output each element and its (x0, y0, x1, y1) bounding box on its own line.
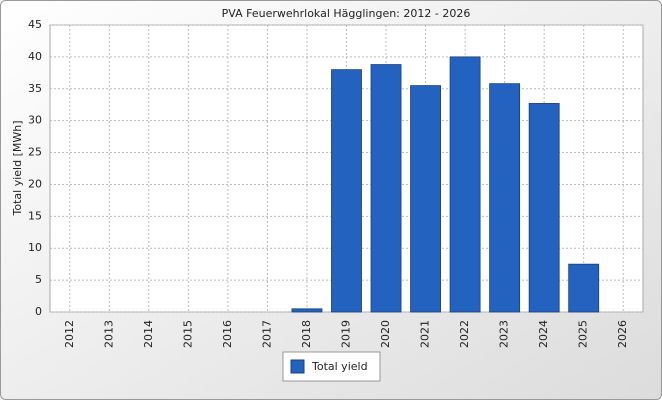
x-tick-label: 2016 (221, 320, 234, 348)
x-tick-label: 2020 (379, 320, 392, 348)
x-tick-label: 2014 (142, 320, 155, 348)
bar (568, 263, 600, 313)
y-tick-label: 10 (28, 241, 42, 254)
x-tick-label: 2019 (340, 320, 353, 348)
x-tick-label: 2013 (102, 320, 115, 348)
x-tick-label: 2017 (260, 320, 273, 348)
x-tick-label: 2015 (181, 320, 194, 348)
y-tick-label: 40 (28, 50, 42, 63)
y-tick-label: 25 (28, 146, 42, 159)
bar (331, 69, 362, 313)
y-tick-label: 45 (28, 18, 42, 31)
x-tick-label: 2026 (616, 320, 629, 348)
x-tick-label: 2018 (300, 320, 313, 348)
bar (449, 56, 481, 313)
y-tick-label: 15 (28, 209, 42, 222)
x-tick-label: 2022 (458, 320, 471, 348)
x-tick-label: 2023 (498, 320, 511, 348)
y-tick-label: 5 (35, 273, 42, 286)
legend-label: Total yield (311, 360, 368, 373)
x-tick-label: 2025 (577, 320, 590, 348)
y-tick-label: 20 (28, 177, 42, 190)
bar (489, 83, 521, 313)
bar (291, 308, 323, 313)
y-tick-label: 30 (28, 114, 42, 127)
legend-swatch (290, 359, 305, 374)
bar (370, 64, 402, 313)
x-tick-label: 2012 (63, 320, 76, 348)
x-tick-label: 2021 (419, 320, 432, 348)
y-tick-label: 35 (28, 82, 42, 95)
bar (410, 85, 441, 313)
y-tick-label: 0 (35, 305, 42, 318)
bar (528, 103, 560, 313)
y-axis-label: Total yield [MWh] (11, 121, 24, 217)
x-tick-label: 2024 (537, 320, 550, 348)
chart-title: PVA Feuerwehrlokal Hägglingen: 2012 - 20… (222, 7, 471, 20)
